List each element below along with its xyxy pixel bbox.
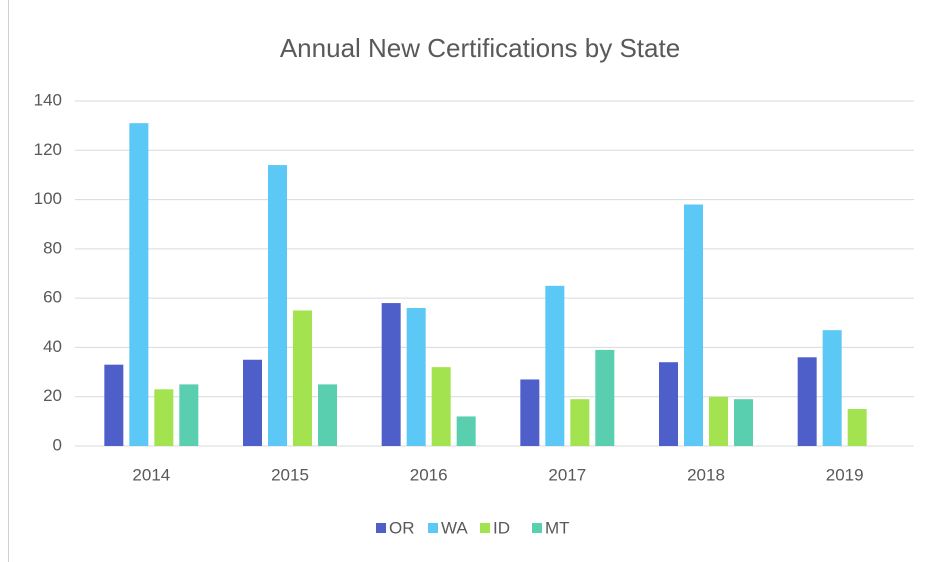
x-tick-label: 2016 (410, 465, 448, 484)
bar (520, 379, 540, 446)
x-tick-label: 2015 (271, 465, 309, 484)
y-tick-label: 80 (43, 238, 62, 257)
bar (381, 303, 401, 446)
bar (797, 357, 817, 446)
bar (847, 409, 867, 446)
bar (268, 165, 287, 447)
x-tick-label: 2017 (548, 465, 586, 484)
bar (318, 384, 337, 446)
bar (243, 359, 262, 446)
legend-label: OR (389, 518, 415, 537)
chart-title: Annual New Certifications by State (280, 33, 680, 63)
chart-border (8, 0, 933, 562)
x-tick-label: 2019 (826, 465, 864, 484)
bar (179, 384, 199, 446)
y-tick-label: 20 (43, 386, 62, 405)
bar (734, 399, 753, 446)
bar (431, 367, 451, 446)
bar (684, 204, 703, 446)
legend-swatch (532, 523, 542, 533)
y-tick-label: 140 (34, 90, 62, 109)
x-tick-label: 2014 (132, 465, 170, 484)
y-tick-label: 0 (53, 435, 62, 454)
legend-swatch (428, 523, 438, 533)
legend-label: MT (545, 518, 570, 537)
legend-swatch (480, 523, 490, 533)
bar (104, 364, 124, 446)
legend-swatch (376, 523, 386, 533)
legend-label: ID (493, 518, 510, 537)
y-tick-label: 60 (43, 288, 62, 307)
bar (545, 285, 565, 446)
bar (595, 349, 615, 446)
bar (659, 362, 678, 446)
y-tick-label: 40 (43, 337, 62, 356)
bar (406, 308, 426, 446)
legend-label: WA (441, 518, 468, 537)
bar (570, 399, 590, 446)
bar (154, 389, 174, 446)
x-tick-label: 2018 (687, 465, 725, 484)
bar (129, 123, 149, 446)
bar (293, 310, 312, 446)
bar (456, 416, 476, 446)
bar (822, 330, 842, 446)
y-tick-label: 100 (34, 189, 62, 208)
y-tick-label: 120 (34, 140, 62, 159)
bar (709, 396, 728, 446)
